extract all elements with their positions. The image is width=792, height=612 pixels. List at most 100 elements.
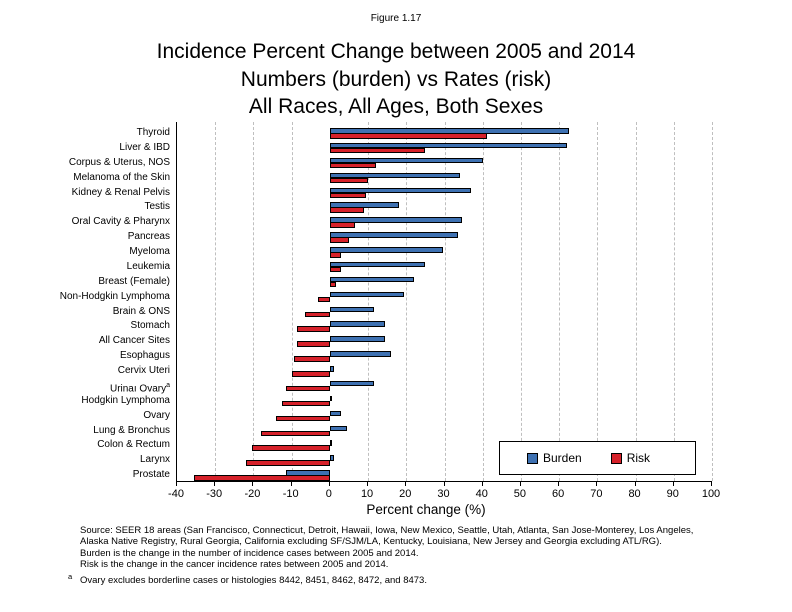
bar-burden (329, 187, 472, 193)
x-axis-tick-100 (711, 481, 712, 486)
x-axis-tick-30 (443, 481, 445, 486)
category-label: Oral Cavity & Pharynx (71, 216, 170, 228)
x-axis-tick-label: -40 (168, 488, 184, 500)
gridline-10 (368, 122, 370, 481)
x-axis-tick-label: 90 (666, 488, 679, 500)
gridline-20 (406, 122, 408, 481)
x-axis-tick-label: 80 (628, 488, 641, 500)
legend-entry-burden: Burden (527, 451, 582, 465)
x-axis-tick-label: 50 (513, 488, 527, 500)
category-label: Kidney & Renal Pelvis (71, 186, 170, 198)
x-axis-tick-label: -20 (244, 488, 261, 500)
x-axis-title: Percent change (%) (366, 502, 486, 517)
x-axis-tick-label: 30 (437, 488, 450, 500)
legend: Burden Risk (499, 441, 696, 475)
category-label: Prostate (132, 469, 170, 481)
gridline--10 (291, 122, 293, 481)
gridline-90 (673, 122, 675, 481)
x-axis-tick-60 (558, 481, 560, 486)
plot-area (176, 122, 713, 482)
x-axis-tick-90 (672, 481, 674, 486)
category-label: Lung & Bronchus (93, 424, 170, 436)
bar-burden (329, 142, 567, 149)
bar-burden (329, 410, 342, 417)
category-label: Ovary (143, 409, 170, 421)
x-axis-tick-label: 40 (475, 488, 488, 500)
bar-burden (329, 276, 414, 283)
bar-burden (329, 395, 332, 402)
gridline-30 (444, 122, 446, 481)
category-label: Cervix Uteri (117, 365, 170, 376)
bar-risk (329, 177, 369, 184)
bar-risk (329, 207, 365, 213)
bar-risk (194, 475, 330, 481)
chart-title-line-3: All Races, All Ages, Both Sexes (248, 95, 544, 118)
bar-risk (293, 356, 330, 362)
bar-burden (329, 425, 348, 431)
category-label: Brain & ONS (112, 305, 170, 317)
x-axis-tick-label: -10 (282, 488, 299, 500)
bar-burden (329, 232, 458, 238)
x-axis-tick-70 (596, 481, 598, 486)
bar-risk (285, 385, 330, 392)
category-label: Urinaı Ovarya (109, 381, 170, 395)
bar-risk (297, 326, 330, 332)
bar-burden (329, 380, 374, 387)
footnotes: Source: SEER 18 areas (San Francisco, Co… (68, 525, 778, 586)
risk-color-swatch (610, 452, 622, 464)
x-axis-tick--30 (214, 481, 216, 486)
x-axis-tick-label: -30 (206, 488, 223, 500)
category-label: Non-Hodgkin Lymphoma (59, 290, 170, 302)
category-label: Breast (Female) (98, 275, 170, 287)
bar-risk (276, 415, 330, 422)
gridline-50 (520, 122, 522, 481)
bar-burden (329, 157, 483, 164)
bar-burden (329, 455, 335, 461)
bar-burden (329, 306, 374, 312)
footnote-source-line-2: Alaska Native Registry, Rural Georgia, C… (80, 536, 662, 548)
bar-burden (329, 247, 443, 253)
x-axis-tick--10 (290, 481, 292, 486)
bar-burden (329, 336, 386, 342)
gridline--30 (215, 122, 217, 481)
x-axis-tick-label: 10 (360, 488, 374, 500)
bar-risk (329, 133, 487, 139)
bar-risk (329, 222, 355, 228)
category-label: Myeloma (129, 246, 170, 257)
x-axis-tick-label: 100 (701, 488, 721, 500)
bar-risk (329, 281, 336, 288)
category-label: Testis (144, 201, 170, 213)
figure-number-label: Figure 1.17 (370, 13, 422, 24)
category-label: Leukemia (126, 260, 170, 272)
gridline-60 (559, 122, 561, 481)
category-label: Liver & IBD (119, 141, 170, 153)
gridline-70 (597, 122, 599, 481)
bar-burden (329, 366, 335, 372)
bar-burden (329, 172, 460, 179)
bar-burden (329, 261, 426, 268)
x-axis-tick-label: 60 (552, 488, 565, 500)
footnote-ovary-exclusion: a Ovary excludes borderline cases or hist… (68, 571, 427, 586)
legend-label-risk: Risk (626, 451, 651, 465)
category-label: Thyroid (136, 127, 170, 138)
bar-risk (329, 266, 342, 273)
x-axis-tick-20 (405, 481, 407, 486)
bar-risk (329, 252, 342, 258)
gridline-40 (482, 122, 484, 481)
bar-burden (329, 202, 399, 208)
category-label: Hodgkin Lymphoma (81, 394, 170, 406)
bar-risk (329, 162, 376, 169)
category-label: Stomach (130, 320, 170, 332)
burden-color-swatch (527, 452, 538, 464)
x-axis-tick-label: 20 (399, 488, 412, 500)
bar-burden (329, 321, 386, 327)
y-axis-category-labels: Thyroid Liver & IBD Corpus & Uterus, NOS Me… (0, 122, 170, 481)
bar-burden (329, 440, 332, 446)
legend-label-burden: Burden (543, 451, 582, 465)
x-axis-tick-10 (367, 481, 369, 486)
x-axis-tick-50 (519, 481, 521, 486)
bar-risk (297, 341, 330, 347)
x-axis-tick-label: 70 (590, 488, 603, 500)
category-label: Esophagus (119, 350, 170, 362)
